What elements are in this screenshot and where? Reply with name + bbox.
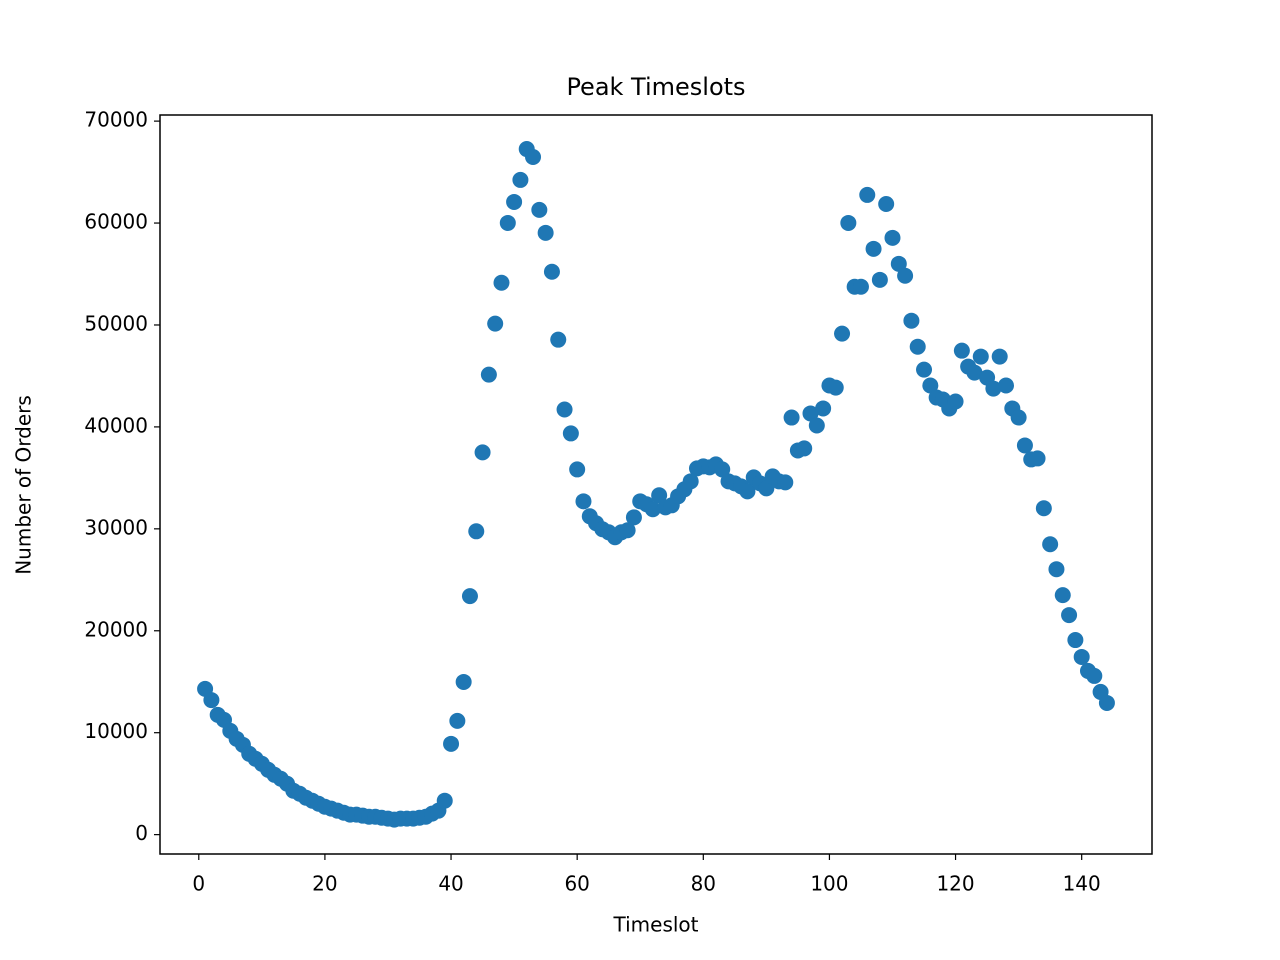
point [1086, 667, 1103, 684]
point [1061, 607, 1078, 624]
point [714, 461, 731, 478]
point [972, 348, 989, 365]
point [569, 461, 586, 478]
point [859, 186, 876, 203]
point [739, 483, 756, 500]
point [922, 377, 939, 394]
point [796, 440, 813, 457]
x-tick-label: 140 [1063, 872, 1101, 896]
point [203, 692, 220, 709]
point [487, 315, 504, 332]
y-tick-label: 50000 [84, 311, 148, 335]
point [777, 474, 794, 491]
y-tick-label: 60000 [84, 210, 148, 234]
point [985, 380, 1002, 397]
point [474, 444, 491, 461]
point [537, 224, 554, 241]
point [840, 214, 857, 231]
x-tick-label: 40 [438, 872, 463, 896]
point [1054, 587, 1071, 604]
point [884, 229, 901, 246]
point [897, 267, 914, 284]
point [1067, 632, 1084, 649]
point [1098, 694, 1115, 711]
point [834, 325, 851, 342]
point [865, 240, 882, 257]
point [808, 417, 825, 434]
chart-title: Peak Timeslots [566, 73, 745, 101]
point [1010, 409, 1027, 426]
point [550, 331, 567, 348]
x-tick-label: 60 [564, 872, 589, 896]
point [480, 366, 497, 383]
point [827, 379, 844, 396]
point [682, 473, 699, 490]
point [1029, 450, 1046, 467]
point [543, 263, 560, 280]
point [651, 487, 668, 504]
point [947, 393, 964, 410]
point [449, 712, 466, 729]
point [493, 274, 510, 291]
point [461, 588, 478, 605]
point [468, 523, 485, 540]
point [903, 312, 920, 329]
point [499, 214, 516, 231]
y-tick-label: 40000 [84, 413, 148, 437]
y-tick-label: 10000 [84, 719, 148, 743]
point [998, 377, 1015, 394]
point [871, 271, 888, 288]
point [890, 255, 907, 272]
point [562, 425, 579, 442]
y-tick-label: 0 [135, 821, 148, 845]
x-tick-label: 0 [192, 872, 205, 896]
plot-frame [159, 114, 1153, 855]
point [443, 735, 460, 752]
point [455, 673, 472, 690]
y-axis-label: Number of Orders [12, 395, 36, 575]
point [1042, 536, 1059, 553]
y-tick-label: 20000 [84, 617, 148, 641]
point [878, 195, 895, 212]
x-tick-label: 20 [312, 872, 337, 896]
point [1048, 561, 1065, 578]
point [625, 509, 642, 526]
x-tick-label: 120 [936, 872, 974, 896]
y-tick-label: 30000 [84, 515, 148, 539]
point [1073, 648, 1090, 665]
point [852, 278, 869, 295]
point [556, 401, 573, 418]
point [575, 493, 592, 510]
y-tick-label: 70000 [84, 108, 148, 132]
point [966, 364, 983, 381]
point [758, 480, 775, 497]
point [525, 148, 542, 165]
point [619, 522, 636, 539]
point [531, 201, 548, 218]
point [916, 361, 933, 378]
point [436, 792, 453, 809]
point [909, 338, 926, 355]
point [783, 409, 800, 426]
point [815, 400, 832, 417]
point [802, 405, 819, 422]
x-axis-label: Timeslot [613, 913, 699, 937]
point [1035, 500, 1052, 517]
x-tick-label: 100 [810, 872, 848, 896]
x-tick-label: 80 [691, 872, 716, 896]
point [512, 171, 529, 188]
point [506, 193, 523, 210]
point [953, 342, 970, 359]
point [644, 501, 661, 518]
point [991, 348, 1008, 365]
point [1016, 437, 1033, 454]
